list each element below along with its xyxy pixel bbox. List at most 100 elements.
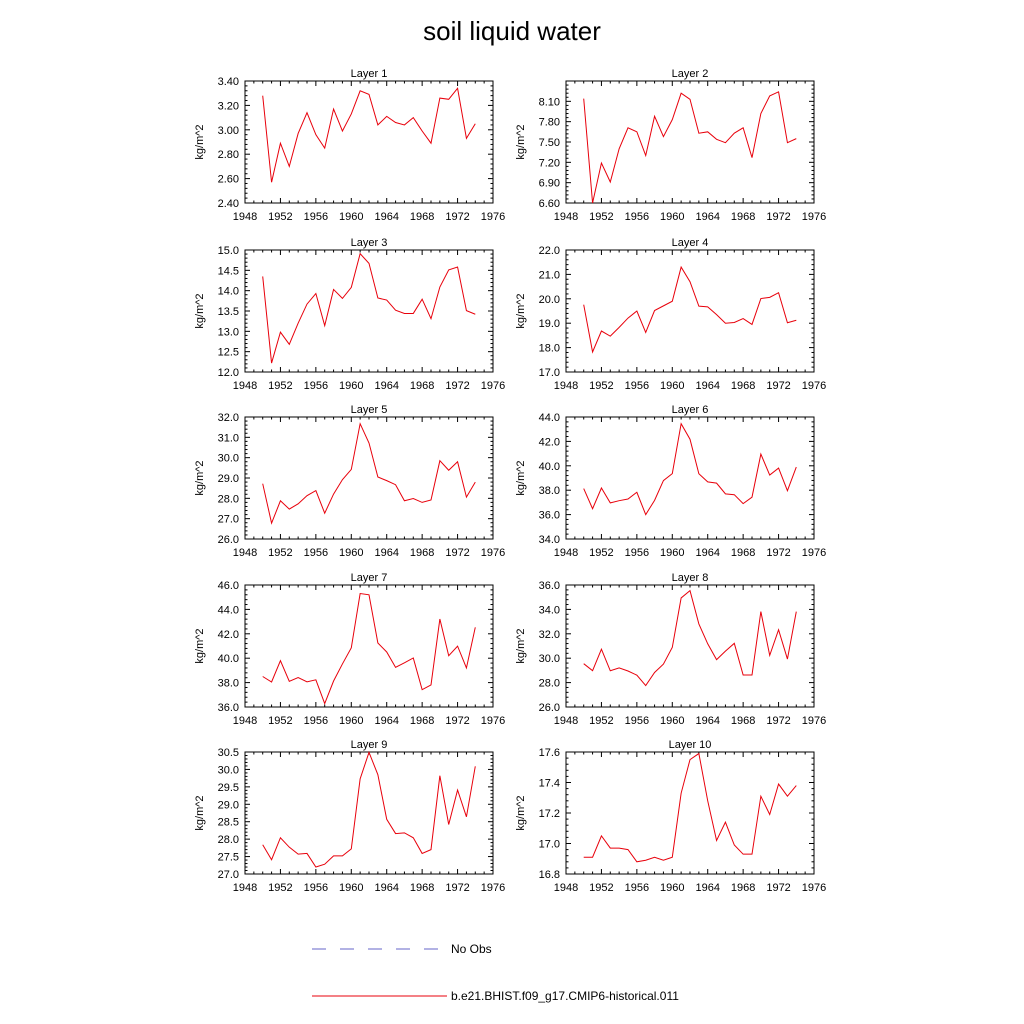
x-tick-label: 1976: [802, 211, 826, 223]
x-tick-label: 1960: [339, 380, 363, 392]
plot-frame: [244, 584, 494, 708]
y-tick-label: 27.0: [218, 514, 239, 526]
x-tick-label: 1964: [695, 380, 719, 392]
panel-title: Layer 8: [672, 572, 709, 584]
y-tick-label: 34.0: [539, 604, 560, 616]
series-line: [262, 252, 476, 364]
x-tick-label: 1976: [481, 715, 505, 727]
x-tick-label: 1972: [445, 547, 469, 559]
y-tick-label: 36.0: [539, 580, 560, 592]
x-tick-label: 1976: [802, 380, 826, 392]
panel-title: Layer 3: [351, 237, 388, 249]
y-tick-label: 30.5: [218, 747, 239, 759]
y-tick-label: 7.80: [539, 117, 560, 129]
y-tick-label: 12.5: [218, 347, 239, 359]
x-tick-label: 1968: [731, 547, 755, 559]
x-tick-label: 1948: [554, 715, 578, 727]
y-tick-label: 14.0: [218, 286, 239, 298]
y-tick-label: 21.0: [539, 269, 560, 281]
y-tick-label: 3.00: [218, 125, 239, 137]
x-tick-label: 1956: [304, 380, 328, 392]
panel-title: Layer 4: [672, 237, 709, 249]
y-tick-label: 34.0: [539, 534, 560, 546]
x-tick-label: 1972: [445, 715, 469, 727]
plot-frame: [244, 80, 494, 204]
plot-frame: [565, 751, 815, 875]
y-tick-label: 7.50: [539, 137, 560, 149]
x-tick-label: 1952: [268, 211, 292, 223]
x-tick-label: 1968: [731, 715, 755, 727]
x-tick-label: 1976: [481, 547, 505, 559]
series-line: [583, 752, 797, 863]
x-tick-label: 1960: [660, 547, 684, 559]
y-tick-label: 28.0: [218, 834, 239, 846]
x-tick-label: 1948: [554, 380, 578, 392]
y-tick-label: 3.40: [218, 76, 239, 88]
plot-frame: [244, 249, 494, 373]
x-tick-label: 1972: [766, 882, 790, 894]
x-tick-label: 1972: [445, 882, 469, 894]
y-tick-label: 30.0: [218, 453, 239, 465]
y-axis-label: kg/m^2: [515, 124, 527, 159]
x-tick-label: 1972: [766, 380, 790, 392]
x-tick-label: 1952: [268, 547, 292, 559]
legend-label-model: b.e21.BHIST.f09_g17.CMIP6-historical.011: [451, 989, 679, 1003]
panel-title: Layer 9: [351, 739, 388, 751]
x-tick-label: 1976: [481, 882, 505, 894]
x-tick-label: 1956: [625, 715, 649, 727]
y-axis-label: kg/m^2: [194, 460, 206, 495]
y-tick-label: 36.0: [539, 510, 560, 522]
y-tick-label: 26.0: [539, 702, 560, 714]
y-tick-label: 28.0: [218, 493, 239, 505]
y-tick-label: 27.5: [218, 852, 239, 864]
x-tick-label: 1956: [304, 715, 328, 727]
panel-title: Layer 10: [669, 739, 712, 751]
x-tick-label: 1948: [554, 547, 578, 559]
x-tick-label: 1952: [268, 380, 292, 392]
y-tick-label: 46.0: [218, 580, 239, 592]
x-tick-label: 1956: [625, 211, 649, 223]
y-tick-label: 29.0: [218, 799, 239, 811]
panel-1: Layer 1 1948 1952 1956 1960 1964 1968 1972 1976 2…: [194, 68, 505, 223]
y-tick-label: 14.5: [218, 265, 239, 277]
y-axis-label: kg/m^2: [515, 293, 527, 328]
y-axis-label: kg/m^2: [194, 293, 206, 328]
x-tick-label: 1964: [374, 715, 398, 727]
x-tick-label: 1960: [339, 882, 363, 894]
y-axis-label: kg/m^2: [194, 795, 206, 830]
x-tick-label: 1952: [268, 882, 292, 894]
y-tick-label: 3.20: [218, 100, 239, 112]
y-tick-label: 18.0: [539, 343, 560, 355]
y-tick-label: 27.0: [218, 869, 239, 881]
panel-4: Layer 4 1948 1952 1956 1960 1964 1968 1972 1976 1…: [515, 237, 826, 392]
y-tick-label: 17.2: [539, 808, 560, 820]
y-tick-label: 30.0: [539, 653, 560, 665]
x-tick-label: 1968: [410, 715, 434, 727]
x-tick-label: 1952: [589, 715, 613, 727]
x-tick-label: 1968: [731, 380, 755, 392]
y-tick-label: 6.90: [539, 178, 560, 190]
y-axis-label: kg/m^2: [515, 628, 527, 663]
plot-frame: [565, 249, 815, 373]
y-tick-label: 30.0: [218, 764, 239, 776]
y-tick-label: 32.0: [539, 629, 560, 641]
x-tick-label: 1972: [445, 380, 469, 392]
y-tick-label: 7.20: [539, 157, 560, 169]
panel-title: Layer 1: [351, 68, 388, 80]
x-tick-label: 1968: [731, 211, 755, 223]
panel-7: Layer 7 1948 1952 1956 1960 1964 1968 1972 1976 3…: [194, 572, 505, 727]
x-tick-label: 1960: [339, 715, 363, 727]
x-tick-label: 1952: [589, 882, 613, 894]
x-tick-label: 1968: [410, 547, 434, 559]
panel-8: Layer 8 1948 1952 1956 1960 1964 1968 1972 1976 2…: [515, 572, 826, 727]
series-line: [262, 750, 476, 868]
y-tick-label: 38.0: [539, 485, 560, 497]
y-tick-label: 28.5: [218, 817, 239, 829]
x-tick-label: 1956: [304, 547, 328, 559]
y-tick-label: 2.40: [218, 198, 239, 210]
plot-frame: [565, 416, 815, 540]
y-tick-label: 17.6: [539, 747, 560, 759]
y-tick-label: 44.0: [218, 604, 239, 616]
y-tick-label: 28.0: [539, 678, 560, 690]
